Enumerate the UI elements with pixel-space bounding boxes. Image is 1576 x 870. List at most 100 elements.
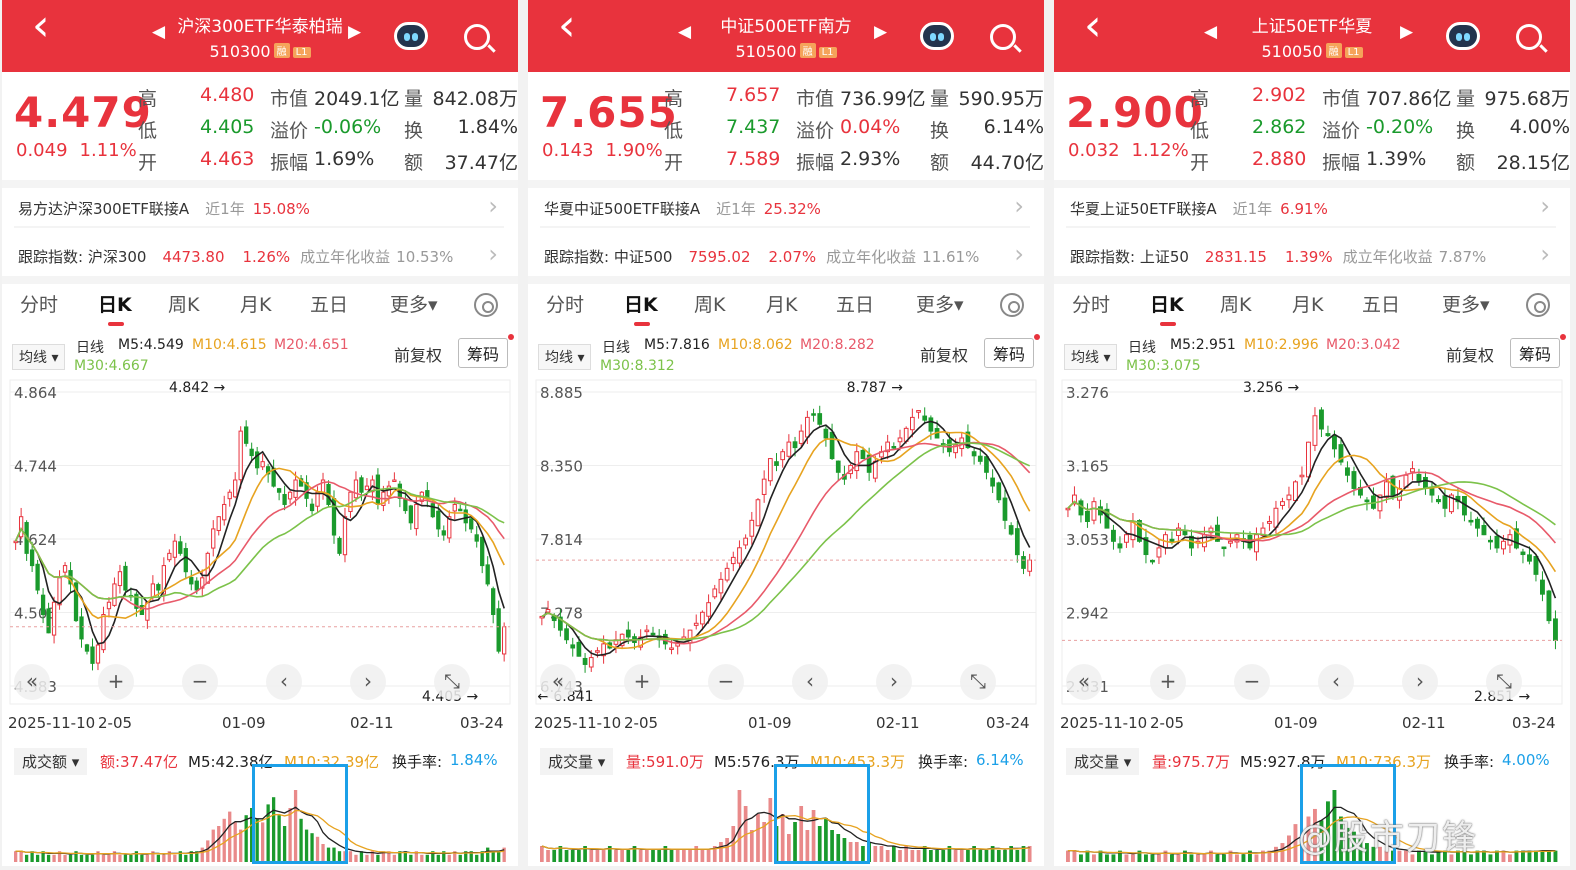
tab-daily[interactable]: 日K	[98, 294, 132, 316]
low-label: 低	[1190, 120, 1210, 142]
minus-icon[interactable]: −	[182, 664, 218, 700]
fit-icon[interactable]: ⤡	[1486, 664, 1522, 700]
volume-type-select[interactable]: 成交额 ▾	[14, 748, 88, 775]
linked-fund-period: 近1年	[1232, 200, 1273, 218]
tab-five-day[interactable]: 五日	[310, 294, 349, 316]
volume-bar	[583, 846, 587, 862]
tab-five-day[interactable]: 五日	[1362, 294, 1401, 316]
zoom-in-icon[interactable]: +	[624, 664, 660, 700]
zoom-out-icon[interactable]: «	[540, 664, 576, 700]
volume-type-select[interactable]: 成交量 ▾	[540, 748, 614, 775]
robot-assistant-icon[interactable]	[394, 22, 428, 50]
volume-bar	[178, 851, 182, 862]
chip-distribution-button[interactable]: 筹码	[984, 338, 1035, 368]
candle-body	[971, 451, 977, 457]
zoom-in-icon[interactable]: +	[1150, 664, 1186, 700]
turnover-value: 6.14%	[976, 751, 1024, 769]
zoom-out-icon[interactable]: «	[1066, 664, 1102, 700]
candle-body	[337, 537, 342, 554]
scroll-right-icon[interactable]: ›	[1402, 664, 1438, 700]
tab-five-day[interactable]: 五日	[836, 294, 875, 316]
settings-icon[interactable]	[1000, 293, 1024, 317]
prev-triangle-icon[interactable]: ◀	[1204, 22, 1218, 42]
robot-assistant-icon[interactable]	[1446, 22, 1480, 50]
quote-row: 高 2.902 市值 707.86亿量 975.68万	[1190, 84, 1570, 116]
back-icon[interactable]: ‹	[32, 0, 50, 51]
tab-intraday[interactable]: 分时	[546, 294, 585, 316]
prev-triangle-icon[interactable]: ◀	[152, 22, 166, 42]
volume-bar	[861, 846, 865, 862]
fit-icon[interactable]: ⤡	[960, 664, 996, 700]
volume-bar	[107, 854, 111, 862]
ma-type-select[interactable]: 均线 ▾	[1064, 344, 1118, 370]
ma-type-select[interactable]: 均线 ▾	[12, 344, 66, 370]
ma30-value: M30:8.312	[600, 358, 675, 374]
tab-monthly[interactable]: 月K	[766, 294, 798, 316]
linked-fund-row[interactable]: 华夏上证50ETF联接A 近1年 6.91% ›	[1070, 192, 1554, 220]
volume-bar	[996, 850, 1001, 862]
candle-body	[51, 601, 57, 636]
search-icon[interactable]	[1516, 24, 1542, 50]
tab-monthly[interactable]: 月K	[240, 294, 272, 316]
volume-bar	[1397, 850, 1402, 862]
adjust-mode[interactable]: 前复权	[394, 346, 443, 365]
tab-monthly[interactable]: 月K	[1292, 294, 1324, 316]
back-icon[interactable]: ‹	[1084, 0, 1102, 51]
tracking-index-row[interactable]: 跟踪指数: 上证50 2831.15 1.39% 成立年化收益 7.87% ›	[1070, 240, 1554, 268]
prev-triangle-icon[interactable]: ◀	[678, 22, 692, 42]
volume-chart[interactable]	[1054, 778, 1570, 864]
volume-bar	[74, 851, 78, 862]
robot-assistant-icon[interactable]	[920, 22, 954, 50]
etf-panel: ‹ ◀ ▶ 沪深300ETF华泰柏瑞 510300 融 L1 4.479 0.049 1.11% 高…	[2, 0, 518, 866]
adjust-mode[interactable]: 前复权	[920, 346, 969, 365]
linked-fund-row[interactable]: 易方达沪深300ETF联接A 近1年 15.08% ›	[18, 192, 502, 220]
volume-bar	[1079, 854, 1083, 862]
tab-more[interactable]: 更多▾	[916, 294, 964, 316]
tab-intraday[interactable]: 分时	[1072, 294, 1111, 316]
minus-icon[interactable]: −	[1234, 664, 1270, 700]
linked-fund-row[interactable]: 华夏中证500ETF联接A 近1年 25.32% ›	[544, 192, 1028, 220]
next-triangle-icon[interactable]: ▶	[348, 22, 362, 42]
settings-icon[interactable]	[1526, 293, 1550, 317]
scroll-right-icon[interactable]: ›	[876, 664, 912, 700]
next-triangle-icon[interactable]: ▶	[874, 22, 888, 42]
settings-icon[interactable]	[474, 293, 498, 317]
tab-intraday[interactable]: 分时	[20, 294, 59, 316]
back-icon[interactable]: ‹	[558, 0, 576, 51]
zoom-out-icon[interactable]: «	[14, 664, 50, 700]
tab-weekly[interactable]: 周K	[168, 294, 200, 316]
fit-icon[interactable]: ⤡	[434, 664, 470, 700]
chip-distribution-button[interactable]: 筹码	[458, 338, 509, 368]
scroll-left-icon[interactable]: ‹	[266, 664, 302, 700]
day-line-label: 日线	[602, 340, 630, 356]
volume-bar	[30, 851, 34, 862]
tab-weekly[interactable]: 周K	[1220, 294, 1252, 316]
volume-type-select[interactable]: 成交量 ▾	[1066, 748, 1140, 775]
adjust-mode[interactable]: 前复权	[1446, 346, 1495, 365]
volume-bar	[898, 850, 902, 862]
search-icon[interactable]	[990, 24, 1016, 50]
tab-more[interactable]: 更多▾	[390, 294, 438, 316]
tracking-index-row[interactable]: 跟踪指数: 中证500 7595.02 2.07% 成立年化收益 11.61% ›	[544, 240, 1028, 268]
zoom-in-icon[interactable]: +	[98, 664, 134, 700]
volume-bar	[904, 846, 909, 862]
divider	[2, 180, 518, 188]
minus-icon[interactable]: −	[708, 664, 744, 700]
volume-chart[interactable]	[528, 778, 1044, 864]
volume-chart[interactable]	[2, 778, 518, 864]
ma-type-select[interactable]: 均线 ▾	[538, 344, 592, 370]
tab-daily[interactable]: 日K	[624, 294, 658, 316]
tab-weekly[interactable]: 周K	[694, 294, 726, 316]
search-icon[interactable]	[464, 24, 490, 50]
tracking-index-row[interactable]: 跟踪指数: 沪深300 4473.80 1.26% 成立年化收益 10.53% ›	[18, 240, 502, 268]
chip-distribution-button[interactable]: 筹码	[1510, 338, 1561, 368]
tab-more[interactable]: 更多▾	[1442, 294, 1490, 316]
next-triangle-icon[interactable]: ▶	[1400, 22, 1414, 42]
scroll-left-icon[interactable]: ‹	[792, 664, 828, 700]
scroll-left-icon[interactable]: ‹	[1318, 664, 1354, 700]
scroll-right-icon[interactable]: ›	[350, 664, 386, 700]
tab-daily[interactable]: 日K	[1150, 294, 1184, 316]
